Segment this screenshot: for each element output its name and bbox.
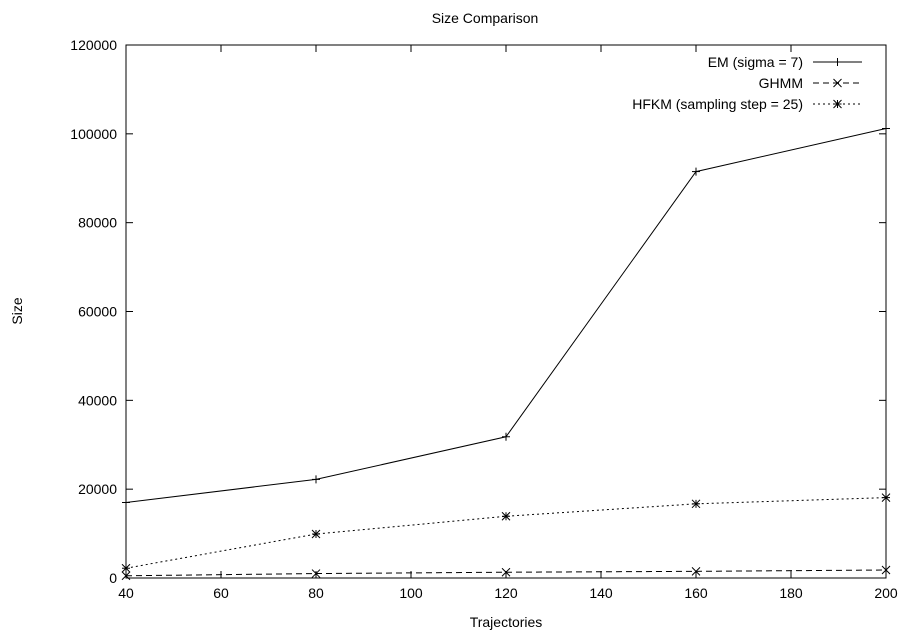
y-tick-label: 20000 <box>78 481 117 497</box>
y-tick-label: 0 <box>109 570 117 586</box>
chart-title: Size Comparison <box>432 10 539 26</box>
data-point <box>121 563 131 573</box>
x-tick-label: 120 <box>494 585 518 601</box>
y-tick-label: 60000 <box>78 304 117 320</box>
x-tick-label: 40 <box>118 585 134 601</box>
data-point <box>501 567 511 577</box>
data-point <box>881 493 891 502</box>
x-tick-label: 100 <box>399 585 423 601</box>
y-tick-label: 80000 <box>78 215 117 231</box>
data-point <box>311 529 321 539</box>
x-axis-label: Trajectories <box>470 614 543 630</box>
data-point <box>311 569 321 578</box>
series-line <box>125 497 887 569</box>
legend-entry: EM (sigma = 7) <box>708 54 862 70</box>
x-tick-label: 200 <box>874 585 898 601</box>
series-layer <box>121 124 891 581</box>
data-point <box>121 571 131 581</box>
x-tick-label: 60 <box>213 585 229 601</box>
x-axis: 40 60 80 100 120 140 160 180 200 <box>118 45 898 601</box>
legend-label: HFKM (sampling step = 25) <box>632 96 803 112</box>
y-tick-label: 40000 <box>78 392 117 408</box>
x-tick-label: 80 <box>308 585 324 601</box>
x-tick-label: 180 <box>779 585 803 601</box>
legend: EM (sigma = 7) GHMM HFKM (sampling step = … <box>632 54 862 112</box>
series-line <box>125 128 887 503</box>
legend-label: EM (sigma = 7) <box>708 54 803 70</box>
series-3 <box>121 493 891 573</box>
data-point <box>881 565 891 575</box>
x-tick-label: 160 <box>684 585 708 601</box>
y-axis-label: Size <box>9 297 25 324</box>
y-tick-label: 100000 <box>70 126 117 142</box>
plot-frame <box>125 44 887 579</box>
y-axis: 0 20000 40000 60000 80000 100000 120000 <box>70 37 886 586</box>
data-point <box>691 566 701 576</box>
data-point <box>691 499 701 509</box>
data-point <box>122 498 130 507</box>
legend-marker <box>833 58 842 66</box>
legend-entry: HFKM (sampling step = 25) <box>632 96 862 112</box>
series-2 <box>121 565 891 581</box>
y-tick-label: 120000 <box>70 37 117 53</box>
data-point <box>312 475 320 484</box>
series-1 <box>122 124 890 507</box>
data-point <box>882 124 890 133</box>
data-point <box>502 432 510 441</box>
legend-marker <box>833 78 842 88</box>
legend-marker <box>833 99 842 109</box>
data-point <box>501 511 511 521</box>
legend-entry: GHMM <box>759 75 862 91</box>
legend-label: GHMM <box>759 75 803 91</box>
x-tick-label: 140 <box>589 585 613 601</box>
data-point <box>692 167 700 176</box>
